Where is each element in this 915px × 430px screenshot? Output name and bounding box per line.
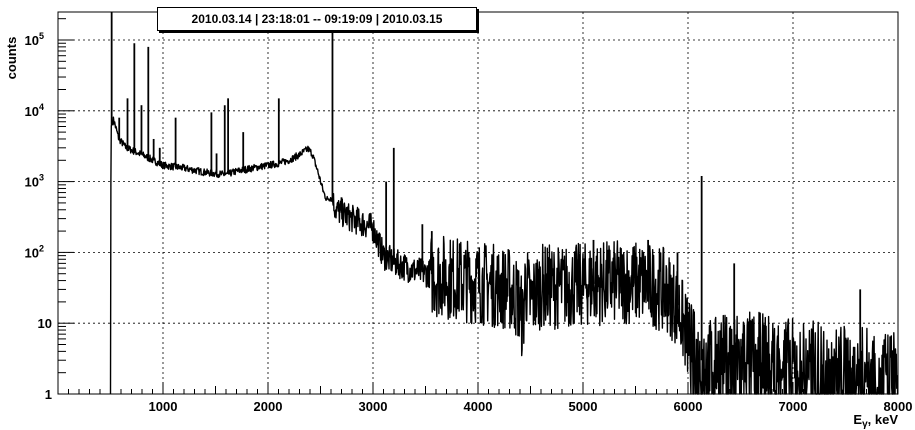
peak-lines <box>110 12 862 368</box>
x-tick-label: 5000 <box>569 399 598 414</box>
y-tick-label-exponent: 3 <box>39 173 44 183</box>
y-tick-label: 104 <box>25 102 44 119</box>
y-tick-label: 10 <box>38 316 52 331</box>
x-axis-ticks: 1000 2000 3000 4000 5000 6000 7000 8000 <box>149 382 913 414</box>
x-tick-label: 1000 <box>149 399 178 414</box>
x-axis-title: Eγ, keV <box>853 412 898 430</box>
spectrum-series-line <box>109 116 899 395</box>
y-tick-label-exponent: 2 <box>39 243 44 253</box>
y-tick-label-base: 10 <box>25 33 39 48</box>
x-tick-label: 8000 <box>884 399 913 414</box>
y-tick-label: 102 <box>25 243 44 260</box>
y-tick-label: 105 <box>25 31 44 48</box>
y-tick-label-base: 10 <box>25 175 39 190</box>
y-tick-label: 103 <box>25 173 44 190</box>
chart-title: 2010.03.14 | 23:18:01 -- 09:19:09 | 2010… <box>157 7 477 31</box>
x-tick-label: 7000 <box>779 399 808 414</box>
x-tick-label: 4000 <box>464 399 493 414</box>
grid <box>58 12 898 394</box>
y-tick-label-exponent: 5 <box>39 31 44 41</box>
x-tick-label: 3000 <box>359 399 388 414</box>
x-tick-label: 6000 <box>674 399 703 414</box>
y-axis-title: counts <box>4 37 19 80</box>
y-tick-label-base: 10 <box>25 104 39 119</box>
y-tick-label-exponent: 4 <box>39 102 44 112</box>
y-tick-label-base: 10 <box>25 245 39 260</box>
x-tick-label: 2000 <box>254 399 283 414</box>
y-tick-label: 1 <box>45 387 52 402</box>
